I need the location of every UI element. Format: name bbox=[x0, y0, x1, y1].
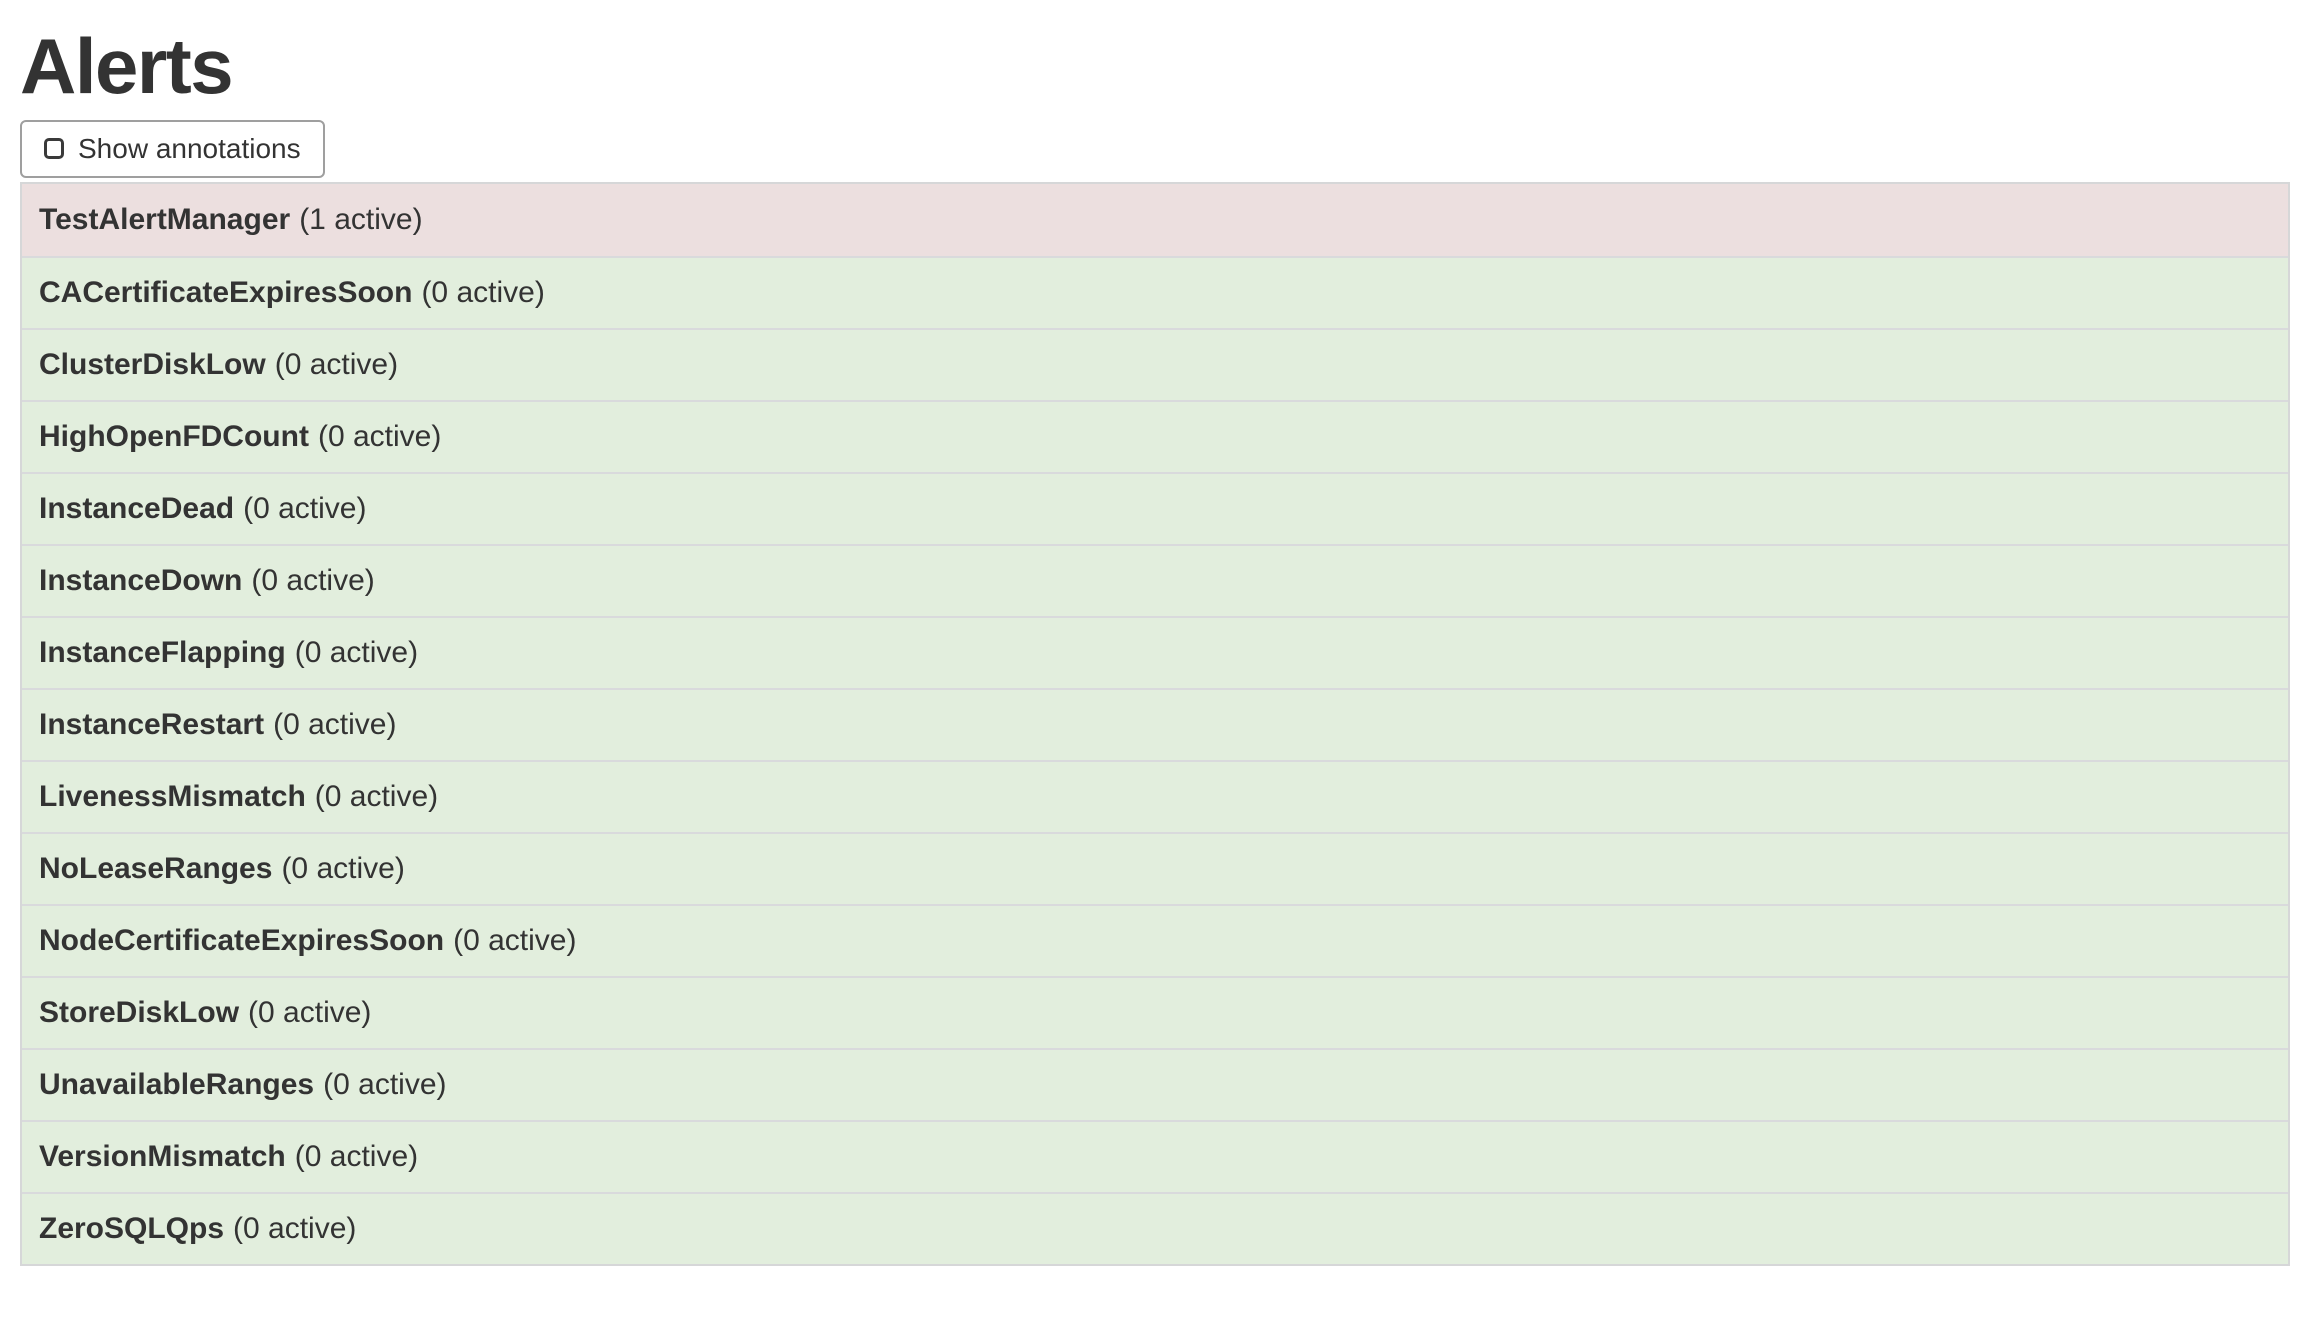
alert-row[interactable]: InstanceDead (0 active) bbox=[22, 471, 2288, 544]
alert-name: InstanceFlapping bbox=[39, 635, 286, 669]
alert-name: StoreDiskLow bbox=[39, 995, 240, 1029]
alert-active-count: (0 active) bbox=[453, 923, 577, 957]
alert-active-count: (0 active) bbox=[248, 995, 372, 1029]
alert-name: ClusterDiskLow bbox=[39, 347, 266, 381]
alert-row[interactable]: HighOpenFDCount (0 active) bbox=[22, 399, 2288, 472]
alert-row[interactable]: ClusterDiskLow (0 active) bbox=[22, 327, 2288, 400]
alert-active-count: (0 active) bbox=[314, 779, 439, 813]
alert-name: ZeroSQLQps bbox=[39, 1211, 225, 1245]
alert-name: VersionMismatch bbox=[39, 1139, 286, 1173]
alert-row[interactable]: InstanceDown (0 active) bbox=[22, 543, 2288, 616]
alert-name: NodeCertificateExpiresSoon bbox=[39, 923, 445, 957]
alert-active-count: (0 active) bbox=[421, 275, 545, 309]
alert-active-count: (0 active) bbox=[294, 1139, 419, 1173]
alert-row[interactable]: InstanceFlapping (0 active) bbox=[22, 615, 2288, 688]
alert-active-count: (0 active) bbox=[317, 419, 442, 453]
alert-row[interactable]: TestAlertManager (1 active) bbox=[22, 183, 2288, 256]
alert-row[interactable]: UnavailableRanges (0 active) bbox=[22, 1047, 2288, 1120]
alert-name: HighOpenFDCount bbox=[39, 419, 309, 453]
alert-row[interactable]: StoreDiskLow (0 active) bbox=[22, 975, 2288, 1048]
alerts-page: Alerts Show annotations TestAlertManager… bbox=[0, 22, 2312, 1266]
alert-active-count: (0 active) bbox=[251, 563, 375, 597]
show-annotations-label: Show annotations bbox=[78, 132, 301, 164]
alert-name: InstanceDead bbox=[39, 491, 235, 525]
alert-active-count: (0 active) bbox=[243, 491, 367, 525]
alert-row[interactable]: NodeCertificateExpiresSoon (0 active) bbox=[22, 903, 2288, 976]
alert-active-count: (0 active) bbox=[281, 851, 405, 885]
alert-row[interactable]: LivenessMismatch (0 active) bbox=[22, 759, 2288, 832]
alert-row[interactable]: ZeroSQLQps (0 active) bbox=[22, 1191, 2288, 1264]
show-annotations-button[interactable]: Show annotations bbox=[20, 119, 325, 178]
alerts-list: TestAlertManager (1 active) CACertificateE… bbox=[20, 181, 2290, 1266]
alert-name: CACertificateExpiresSoon bbox=[39, 275, 413, 309]
alert-active-count: (0 active) bbox=[273, 707, 397, 741]
alert-name: LivenessMismatch bbox=[39, 779, 306, 813]
alert-row[interactable]: InstanceRestart (0 active) bbox=[22, 687, 2288, 760]
checkbox-unchecked-icon[interactable] bbox=[44, 138, 64, 160]
alert-name: NoLeaseRanges bbox=[39, 851, 273, 885]
alert-row[interactable]: VersionMismatch (0 active) bbox=[22, 1119, 2288, 1192]
alert-active-count: (0 active) bbox=[323, 1067, 447, 1101]
alert-name: InstanceRestart bbox=[39, 707, 265, 741]
alert-row[interactable]: CACertificateExpiresSoon (0 active) bbox=[22, 255, 2288, 328]
alert-active-count: (0 active) bbox=[294, 635, 419, 669]
alert-name: TestAlertManager bbox=[39, 202, 291, 236]
page-title: Alerts bbox=[20, 22, 234, 110]
alert-active-count: (0 active) bbox=[233, 1211, 357, 1245]
alert-active-count: (1 active) bbox=[299, 202, 423, 236]
alert-row[interactable]: NoLeaseRanges (0 active) bbox=[22, 831, 2288, 904]
alert-name: UnavailableRanges bbox=[39, 1067, 315, 1101]
alert-active-count: (0 active) bbox=[274, 347, 399, 381]
alert-name: InstanceDown bbox=[39, 563, 243, 597]
